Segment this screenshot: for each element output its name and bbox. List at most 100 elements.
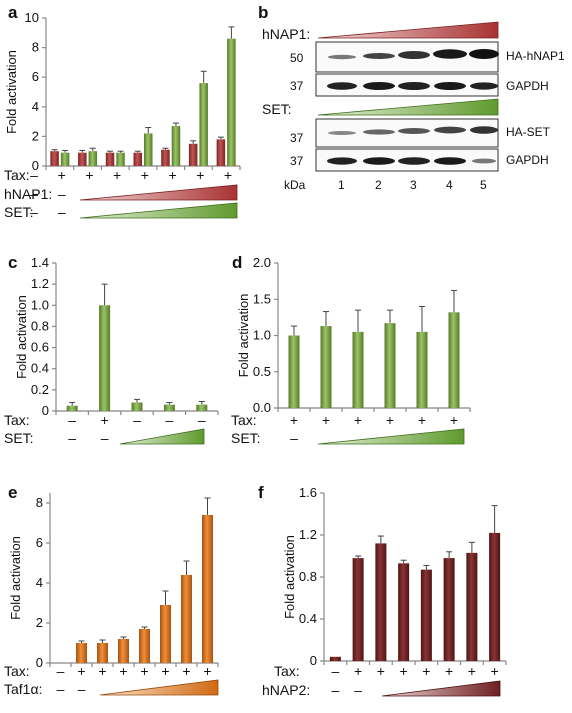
condition-row-label: Tax: xyxy=(4,167,30,183)
bar xyxy=(216,139,226,166)
bar xyxy=(288,335,300,408)
condition-row-label: Tax: xyxy=(4,412,30,428)
bar xyxy=(116,152,125,166)
blot-band xyxy=(470,126,498,134)
condition-mark: – xyxy=(331,663,339,679)
bar xyxy=(88,151,98,166)
bar xyxy=(133,152,142,166)
blot-lane-number: 5 xyxy=(480,178,487,192)
condition-mark: – xyxy=(58,204,66,220)
y-tick-label: 8 xyxy=(32,40,39,55)
y-axis-label: Fold activation xyxy=(282,535,297,619)
blot-band xyxy=(363,53,395,59)
condition-mark: – xyxy=(68,412,76,428)
condition-mark: + xyxy=(491,663,499,679)
blot-row-label-set: SET: xyxy=(262,101,292,117)
panel-letter-d: d xyxy=(232,253,242,272)
blot-band xyxy=(398,51,430,59)
condition-mark: + xyxy=(196,167,204,183)
condition-mark: + xyxy=(450,412,458,428)
bar xyxy=(196,404,208,411)
condition-mark: + xyxy=(290,412,298,428)
blot-band xyxy=(398,82,430,90)
y-tick-label: 0.5 xyxy=(253,364,271,379)
condition-mark: + xyxy=(354,412,362,428)
condition-mark: + xyxy=(203,663,211,679)
bar xyxy=(352,331,364,408)
blot-lane-number: 2 xyxy=(375,178,382,192)
y-tick-label: 1.2 xyxy=(299,527,317,542)
y-tick-label: 1.0 xyxy=(253,328,271,343)
bar xyxy=(144,133,153,166)
y-tick-label: 1.4 xyxy=(31,255,49,270)
condition-mark: – xyxy=(331,682,339,698)
blot-band xyxy=(434,82,466,90)
condition-mark: + xyxy=(422,663,430,679)
condition-mark: – xyxy=(198,412,206,428)
condition-mark: + xyxy=(113,167,121,183)
y-tick-label: 4 xyxy=(36,575,43,590)
condition-mark: + xyxy=(77,663,85,679)
y-tick-label: 0.8 xyxy=(31,318,49,333)
chart-panel-d: 0.0 0.5 1.0 1.5 2.0 Fold activation Tax: + + + + + +… xyxy=(231,255,471,446)
condition-mark: + xyxy=(386,412,394,428)
bar xyxy=(398,563,410,661)
bar xyxy=(163,404,175,411)
blot-band-label: HA-hNAP1 xyxy=(506,49,565,63)
condition-mark: + xyxy=(168,167,176,183)
y-tick-label: 2 xyxy=(32,128,39,143)
condition-mark: – xyxy=(57,681,65,697)
y-axis-label: Fold activation xyxy=(14,295,29,379)
y-tick-label: 0.8 xyxy=(299,569,317,584)
condition-mark: – xyxy=(30,186,38,202)
blot-band xyxy=(328,131,356,135)
titration-wedge xyxy=(99,679,219,696)
y-tick-label: 0 xyxy=(42,403,49,418)
bar xyxy=(131,402,143,411)
blot-kda-label: kDa xyxy=(284,178,306,192)
y-axis-label: Fold activation xyxy=(236,294,251,378)
blot-band xyxy=(327,157,357,165)
condition-row-label: Taf1α: xyxy=(4,681,42,697)
blot-band xyxy=(398,128,430,134)
blot-lane-number: 1 xyxy=(338,178,345,192)
y-tick-label: 2.0 xyxy=(253,255,271,270)
blot-band xyxy=(398,157,430,165)
condition-mark: – xyxy=(57,663,65,679)
y-tick-label: 1.2 xyxy=(31,276,49,291)
condition-row-label: hNAP2: xyxy=(262,682,310,698)
bar xyxy=(320,326,332,408)
bar xyxy=(60,152,70,166)
bar xyxy=(97,643,108,663)
bar xyxy=(50,151,59,166)
blot-band xyxy=(363,157,395,165)
condition-mark: + xyxy=(141,167,149,183)
blot-band xyxy=(434,157,466,165)
titration-wedge xyxy=(317,428,465,445)
y-tick-label: 0.6 xyxy=(31,340,49,355)
condition-mark: + xyxy=(58,167,66,183)
condition-mark: + xyxy=(101,412,109,428)
bar xyxy=(420,569,432,661)
blot-set-wedge xyxy=(317,98,499,116)
y-tick-label: 1.0 xyxy=(31,297,49,312)
bar xyxy=(139,629,150,663)
bar xyxy=(489,532,501,661)
blot-band xyxy=(433,49,467,59)
panel-letter-a: a xyxy=(8,3,18,22)
y-tick-label: 0.0 xyxy=(253,400,271,415)
bar xyxy=(466,552,478,661)
condition-mark: + xyxy=(98,663,106,679)
blot-band-label: GAPDH xyxy=(506,153,549,167)
blot-marker: 37 xyxy=(290,79,304,93)
titration-wedge xyxy=(119,428,205,445)
blot-row-label-hnap1: hNAP1: xyxy=(262,26,310,42)
condition-mark: + xyxy=(182,663,190,679)
condition-mark: – xyxy=(30,167,38,183)
titration-wedge xyxy=(381,680,501,697)
y-tick-label: 2 xyxy=(36,615,43,630)
condition-mark: + xyxy=(322,412,330,428)
